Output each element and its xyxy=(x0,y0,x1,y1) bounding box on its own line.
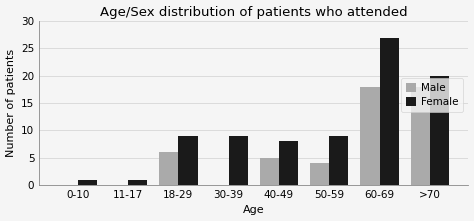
Bar xyxy=(360,87,380,185)
Bar xyxy=(380,38,399,185)
Bar xyxy=(430,76,449,185)
Bar xyxy=(78,180,97,185)
Bar xyxy=(128,180,147,185)
Bar xyxy=(159,152,178,185)
Y-axis label: Number of patients: Number of patients xyxy=(6,49,16,157)
Bar xyxy=(310,163,329,185)
Legend: Male, Female: Male, Female xyxy=(401,78,463,112)
Title: Age/Sex distribution of patients who attended: Age/Sex distribution of patients who att… xyxy=(100,6,408,19)
Bar xyxy=(260,158,279,185)
Bar xyxy=(178,136,198,185)
Bar xyxy=(329,136,348,185)
Bar xyxy=(410,87,430,185)
Bar xyxy=(279,141,298,185)
Bar xyxy=(228,136,248,185)
X-axis label: Age: Age xyxy=(243,206,264,215)
